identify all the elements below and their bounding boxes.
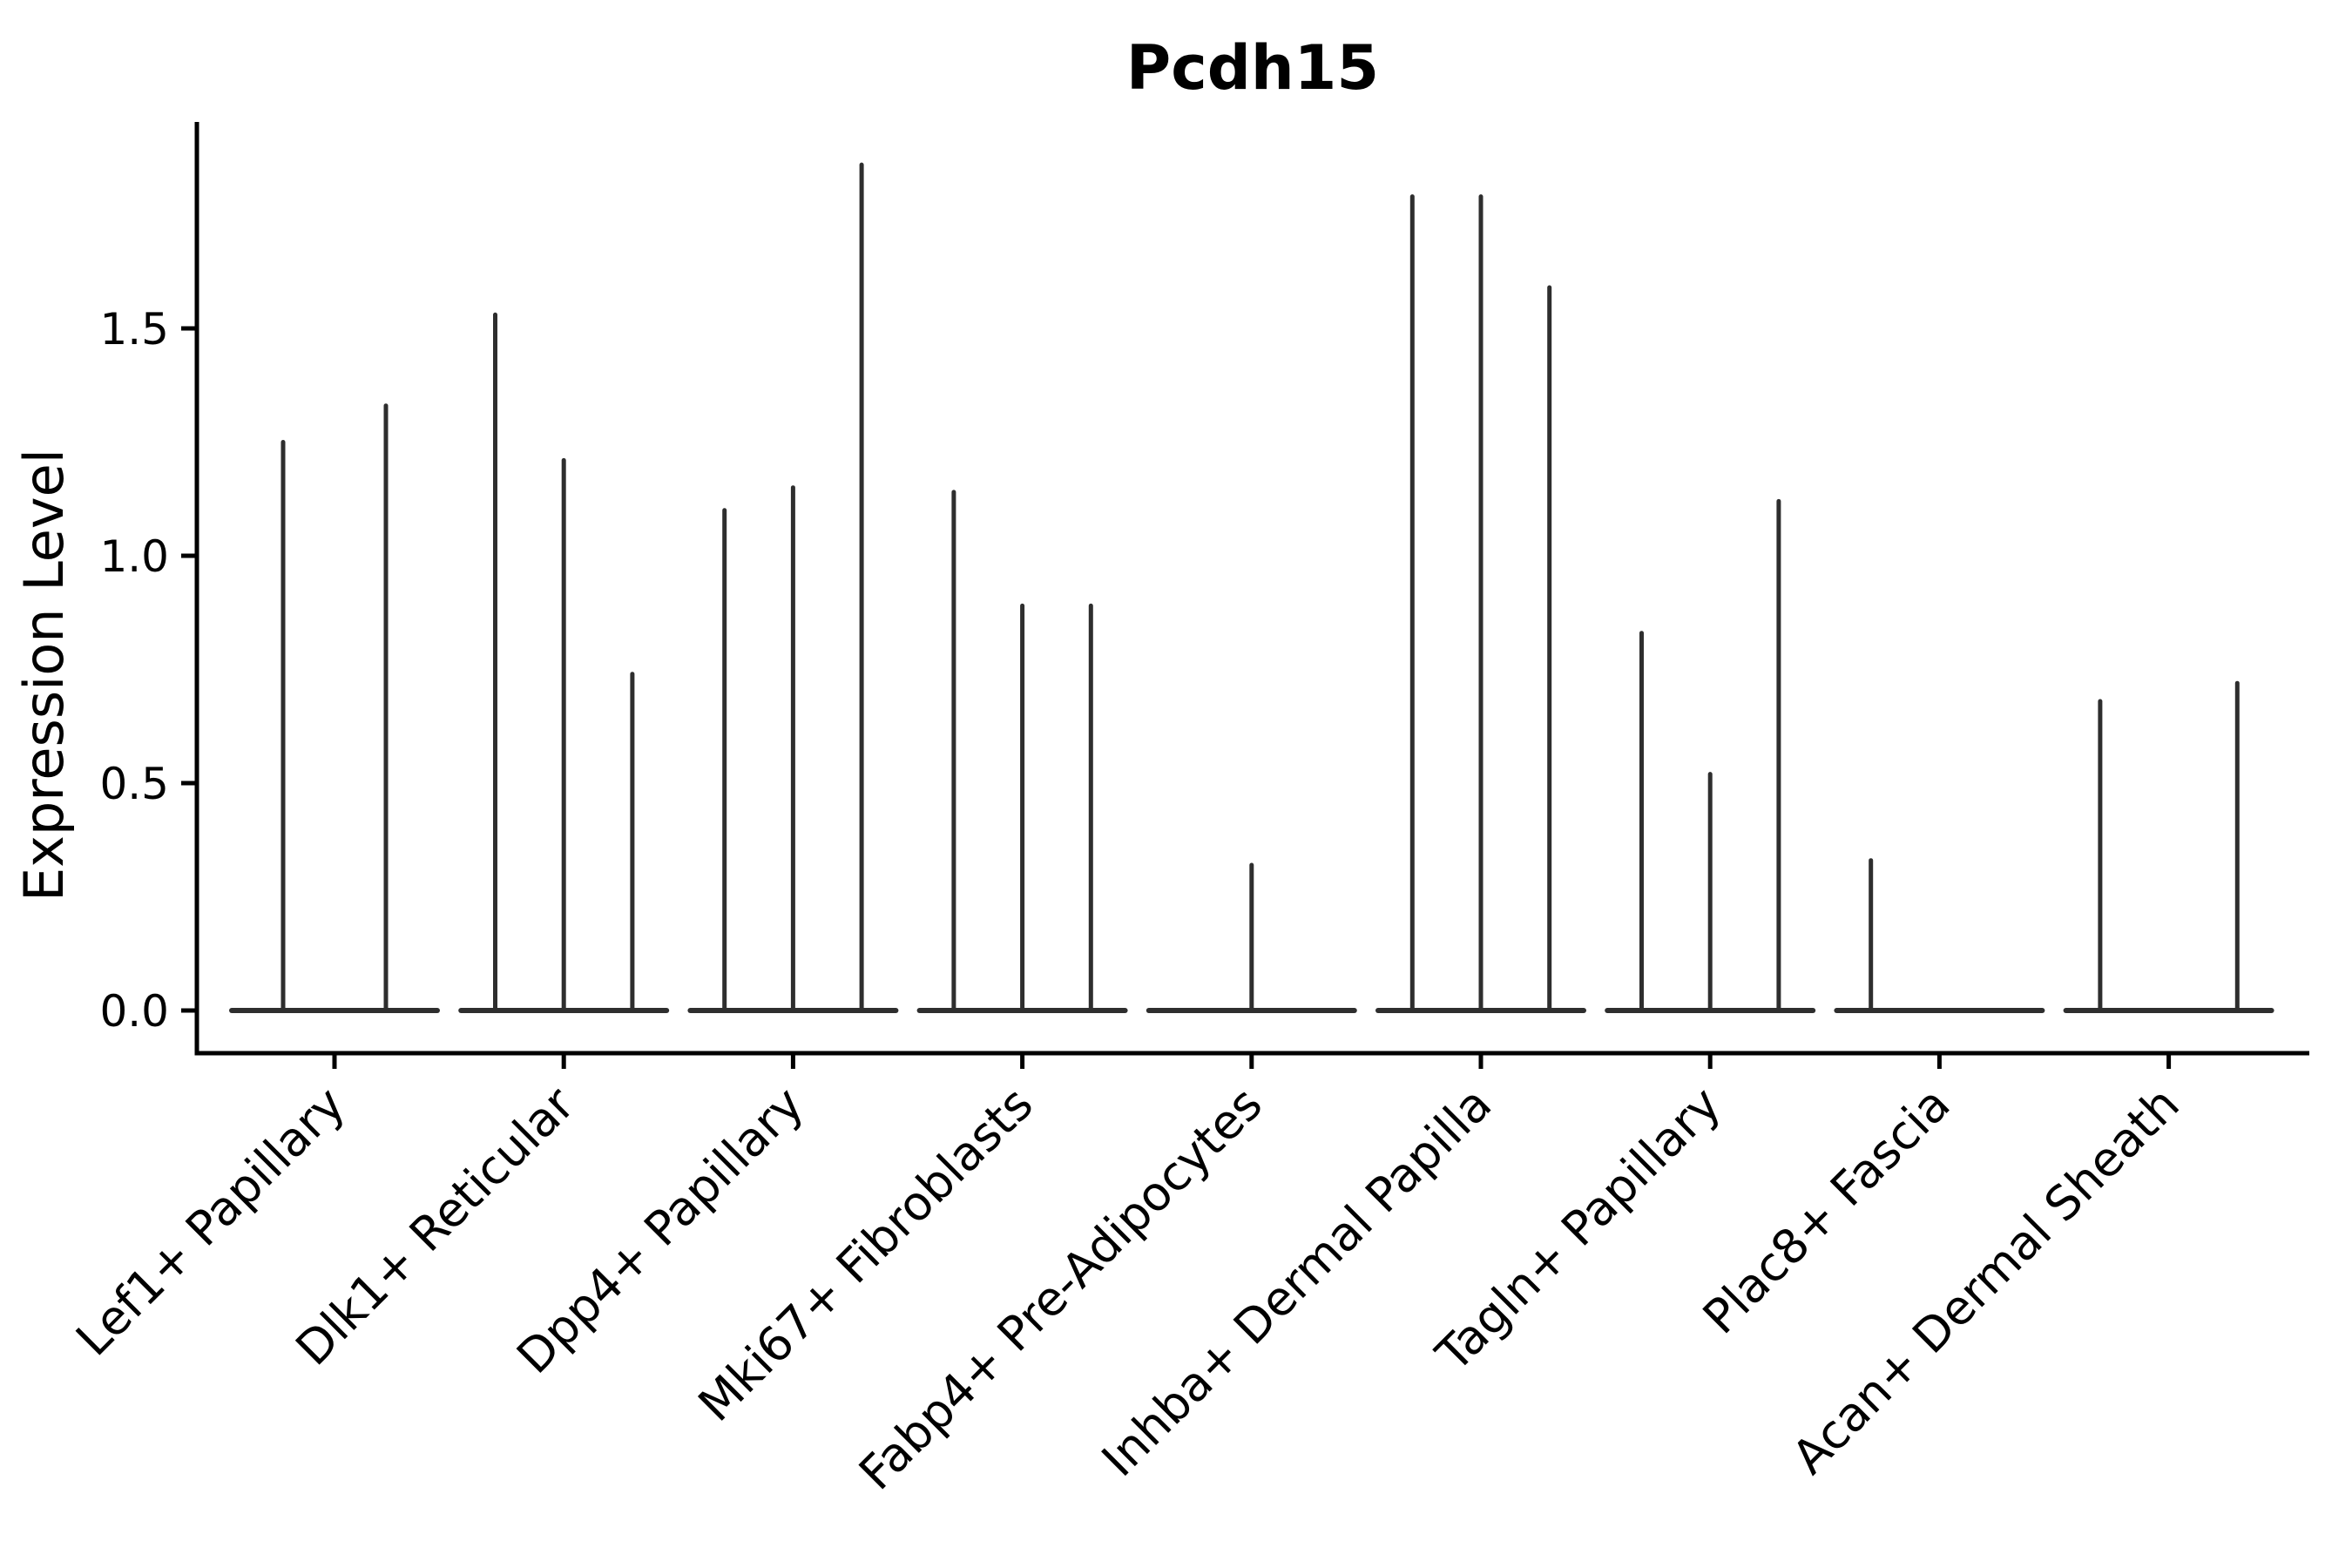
chart-title: Pcdh15 <box>1126 32 1379 104</box>
y-tick-label: 0.0 <box>99 986 169 1037</box>
y-tick-label: 1.0 <box>99 531 169 582</box>
y-tick-label: 1.5 <box>99 304 169 355</box>
x-tick-label: Inhba+ Dermal Papilla <box>1092 1077 1502 1487</box>
x-tick-label: Plac8+ Fascia <box>1693 1077 1961 1345</box>
y-axis-label: Expression Level <box>12 449 76 902</box>
y-tick-label: 0.5 <box>99 759 169 809</box>
x-tick-label: Acan+ Dermal Sheath <box>1781 1077 2189 1484</box>
x-tick-label: Fabp4+ Pre-Adipocytes <box>848 1077 1273 1501</box>
